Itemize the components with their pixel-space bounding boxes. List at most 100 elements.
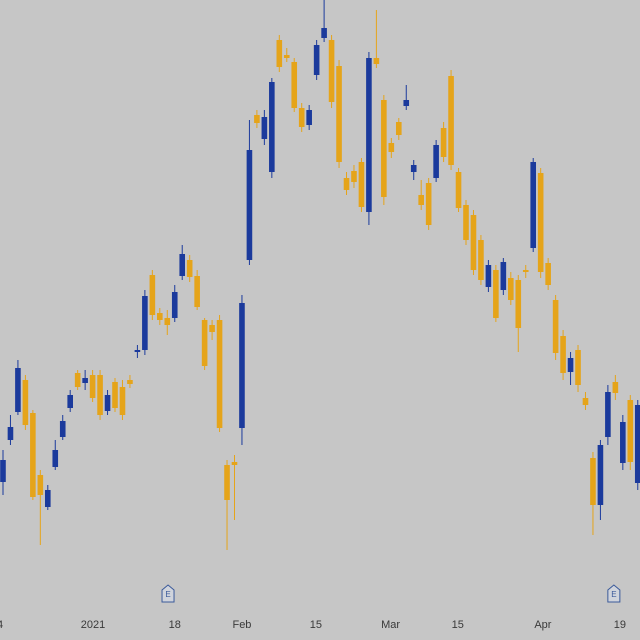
candle-body <box>403 100 410 106</box>
candle-body <box>612 382 619 393</box>
candle-body <box>239 303 245 428</box>
x-tick-label: Mar <box>381 619 400 631</box>
candle-body <box>478 240 484 280</box>
candle-body <box>186 260 193 277</box>
candle-body <box>104 395 111 411</box>
candle-body <box>209 325 215 332</box>
candle-body <box>410 165 417 172</box>
candle-body <box>627 400 634 462</box>
candle-body <box>508 278 514 300</box>
x-tick-label: 19 <box>614 619 626 631</box>
candle-body <box>306 110 312 125</box>
candle-body <box>37 475 44 495</box>
candle-body <box>463 205 469 240</box>
candle-body <box>328 40 335 102</box>
x-tick-label: 2021 <box>81 619 105 631</box>
candle-body <box>276 40 283 67</box>
candle-body <box>291 62 298 108</box>
candle-body <box>500 262 507 290</box>
candle-body <box>343 178 350 190</box>
candle-body <box>201 320 208 366</box>
candle-body <box>82 378 88 383</box>
candle-body <box>597 445 604 505</box>
candle-body <box>119 387 126 415</box>
candle-body <box>52 450 59 467</box>
candle-body <box>7 427 14 440</box>
candle-body <box>575 350 581 385</box>
earnings-label: E <box>611 590 616 599</box>
candle-body <box>15 368 21 412</box>
candle-body <box>283 55 290 58</box>
candle-body <box>522 270 529 272</box>
candle-body <box>582 398 589 405</box>
candle-body <box>537 173 544 272</box>
candle-body <box>388 143 395 152</box>
candle-body <box>224 465 230 500</box>
candle-body <box>246 150 253 260</box>
candle-body <box>448 76 454 165</box>
candle-body <box>157 313 163 320</box>
x-tick-label: 15 <box>310 619 322 631</box>
candle-body <box>254 115 260 123</box>
candle-body <box>358 162 365 207</box>
candle-body <box>171 292 178 318</box>
earnings-marker[interactable] <box>161 584 175 603</box>
x-tick-label: Feb <box>232 619 251 631</box>
candle-body <box>366 58 372 212</box>
candle-body <box>142 296 148 350</box>
candle-body <box>515 280 522 328</box>
candle-body <box>127 380 133 384</box>
candle-body <box>149 275 156 315</box>
x-tick-label: 18 <box>169 619 181 631</box>
candle-body <box>134 350 141 352</box>
earnings-label: E <box>165 590 170 599</box>
candle-body <box>216 320 223 428</box>
candle-body <box>470 215 477 270</box>
candle-body <box>395 122 402 135</box>
candle-body <box>164 318 171 325</box>
candle-body <box>22 380 29 425</box>
x-tick-label: 4 <box>0 619 3 631</box>
candle-body <box>298 108 305 127</box>
candle-body <box>545 263 551 285</box>
candle-body <box>381 100 387 197</box>
candle-body <box>112 382 118 408</box>
candle-body <box>269 82 275 172</box>
x-tick-label: Apr <box>534 619 551 631</box>
candle-body <box>44 490 51 507</box>
x-tick-label: 15 <box>452 619 464 631</box>
candle-body <box>74 373 81 387</box>
candle-body <box>321 28 327 38</box>
candle-body <box>605 392 611 437</box>
candle-body <box>261 117 268 139</box>
candle-body <box>30 413 36 497</box>
candle-body <box>620 422 626 463</box>
candle-body <box>567 358 574 372</box>
candle-body <box>440 128 447 157</box>
candle-body <box>493 270 499 318</box>
candle-body <box>231 462 238 465</box>
candle-body <box>455 172 462 208</box>
candle-body <box>194 276 200 307</box>
earnings-marker[interactable] <box>607 584 621 603</box>
candle-body <box>530 162 537 248</box>
candle-body <box>336 66 342 162</box>
candle-body <box>89 375 96 398</box>
candle-body <box>67 395 73 408</box>
candle-body <box>313 45 320 75</box>
candle-body <box>373 58 380 64</box>
candle-body <box>179 254 186 276</box>
candle-body <box>425 183 432 225</box>
candle-body <box>59 421 66 437</box>
candle-body <box>433 145 439 178</box>
candle-body <box>560 336 566 373</box>
candle-body <box>0 460 6 482</box>
candle-body <box>351 171 357 182</box>
candle-body <box>485 265 492 287</box>
candle-body <box>634 405 640 483</box>
candle-body <box>552 300 559 353</box>
candle-body <box>97 375 103 415</box>
candle-body <box>418 195 424 205</box>
